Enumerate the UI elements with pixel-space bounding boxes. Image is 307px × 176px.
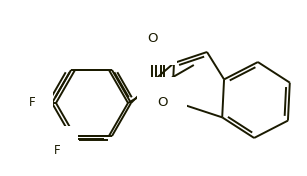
Text: O: O <box>147 33 157 46</box>
Text: F: F <box>29 96 35 109</box>
Text: F: F <box>54 143 60 156</box>
Text: O: O <box>157 96 167 109</box>
